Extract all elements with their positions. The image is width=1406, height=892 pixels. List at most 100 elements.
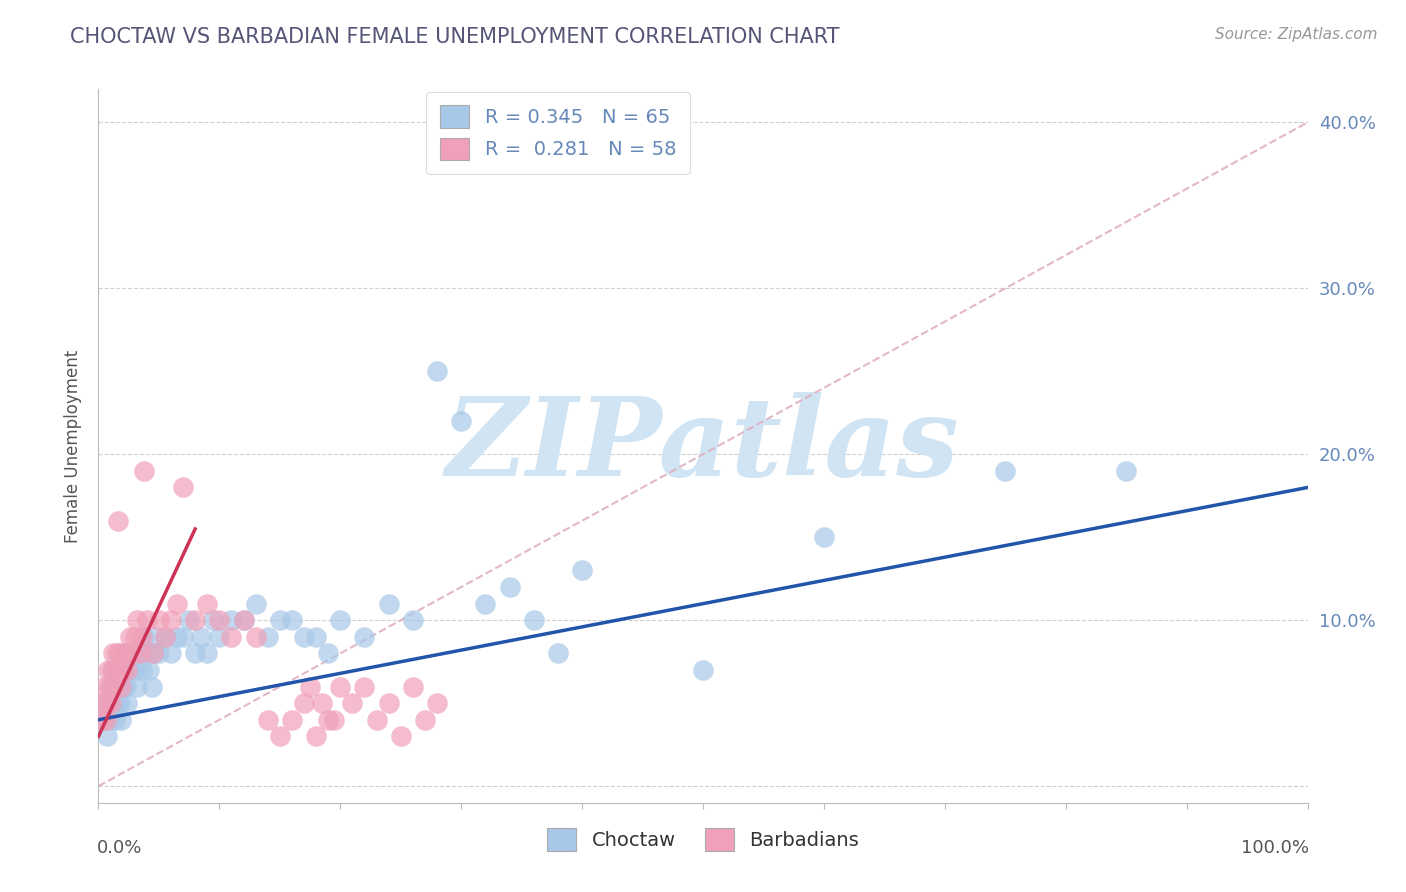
- Point: [232, 613, 254, 627]
- Point: [138, 663, 160, 677]
- Point: [97, 663, 120, 677]
- Point: [91, 713, 114, 727]
- Point: [377, 597, 399, 611]
- Point: [111, 663, 134, 677]
- Point: [91, 696, 114, 710]
- Point: [450, 414, 472, 428]
- Point: [96, 696, 118, 710]
- Point: [100, 696, 122, 710]
- Text: CHOCTAW VS BARBADIAN FEMALE UNEMPLOYMENT CORRELATION CHART: CHOCTAW VS BARBADIAN FEMALE UNEMPLOYMENT…: [70, 27, 839, 46]
- Point: [93, 713, 115, 727]
- Point: [571, 564, 593, 578]
- Point: [311, 696, 333, 710]
- Point: [208, 613, 231, 627]
- Point: [316, 647, 339, 661]
- Point: [166, 630, 188, 644]
- Point: [117, 696, 139, 710]
- Point: [232, 613, 254, 627]
- Point: [305, 630, 328, 644]
- Point: [135, 613, 157, 627]
- Point: [221, 630, 243, 644]
- Point: [107, 514, 129, 528]
- Point: [402, 613, 425, 627]
- Point: [353, 630, 375, 644]
- Point: [135, 647, 157, 661]
- Point: [93, 680, 115, 694]
- Point: [498, 580, 520, 594]
- Point: [202, 613, 225, 627]
- Point: [281, 713, 304, 727]
- Point: [142, 647, 165, 661]
- Point: [108, 647, 131, 661]
- Point: [107, 680, 129, 694]
- Point: [108, 663, 131, 677]
- Point: [299, 680, 322, 694]
- Point: [426, 696, 449, 710]
- Point: [160, 647, 183, 661]
- Point: [329, 680, 352, 694]
- Point: [547, 647, 569, 661]
- Point: [105, 696, 128, 710]
- Point: [127, 680, 149, 694]
- Point: [114, 647, 136, 661]
- Point: [426, 364, 449, 378]
- Point: [316, 713, 339, 727]
- Point: [245, 630, 267, 644]
- Point: [160, 613, 183, 627]
- Point: [523, 613, 546, 627]
- Point: [104, 663, 127, 677]
- Point: [179, 613, 201, 627]
- Point: [269, 613, 291, 627]
- Text: 0.0%: 0.0%: [97, 839, 142, 857]
- Point: [145, 630, 167, 644]
- Point: [413, 713, 436, 727]
- Point: [329, 613, 352, 627]
- Point: [323, 713, 346, 727]
- Point: [166, 597, 188, 611]
- Point: [104, 713, 127, 727]
- Point: [117, 663, 139, 677]
- Point: [94, 713, 117, 727]
- Point: [100, 696, 122, 710]
- Point: [994, 464, 1017, 478]
- Point: [134, 464, 156, 478]
- Point: [100, 663, 122, 677]
- Point: [124, 630, 146, 644]
- Point: [105, 647, 128, 661]
- Point: [112, 663, 135, 677]
- Legend: Choctaw, Barbadians: Choctaw, Barbadians: [533, 814, 873, 864]
- Point: [245, 597, 267, 611]
- Point: [128, 647, 150, 661]
- Point: [402, 680, 425, 694]
- Point: [813, 530, 835, 544]
- Point: [134, 630, 156, 644]
- Point: [96, 730, 118, 744]
- Point: [256, 630, 278, 644]
- Point: [208, 630, 231, 644]
- Point: [98, 680, 121, 694]
- Point: [108, 696, 131, 710]
- Text: ZIPatlas: ZIPatlas: [446, 392, 960, 500]
- Point: [190, 630, 212, 644]
- Point: [353, 680, 375, 694]
- Point: [377, 696, 399, 710]
- Point: [269, 730, 291, 744]
- Point: [292, 696, 315, 710]
- Point: [124, 663, 146, 677]
- Point: [195, 597, 218, 611]
- Point: [118, 630, 141, 644]
- Point: [121, 647, 143, 661]
- Point: [128, 647, 150, 661]
- Y-axis label: Female Unemployment: Female Unemployment: [65, 350, 83, 542]
- Text: Source: ZipAtlas.com: Source: ZipAtlas.com: [1215, 27, 1378, 42]
- Point: [474, 597, 496, 611]
- Point: [148, 613, 170, 627]
- Text: 100.0%: 100.0%: [1240, 839, 1309, 857]
- Point: [389, 730, 412, 744]
- Point: [292, 630, 315, 644]
- Point: [305, 730, 328, 744]
- Point: [101, 647, 124, 661]
- Point: [148, 647, 170, 661]
- Point: [692, 663, 714, 677]
- Point: [1115, 464, 1137, 478]
